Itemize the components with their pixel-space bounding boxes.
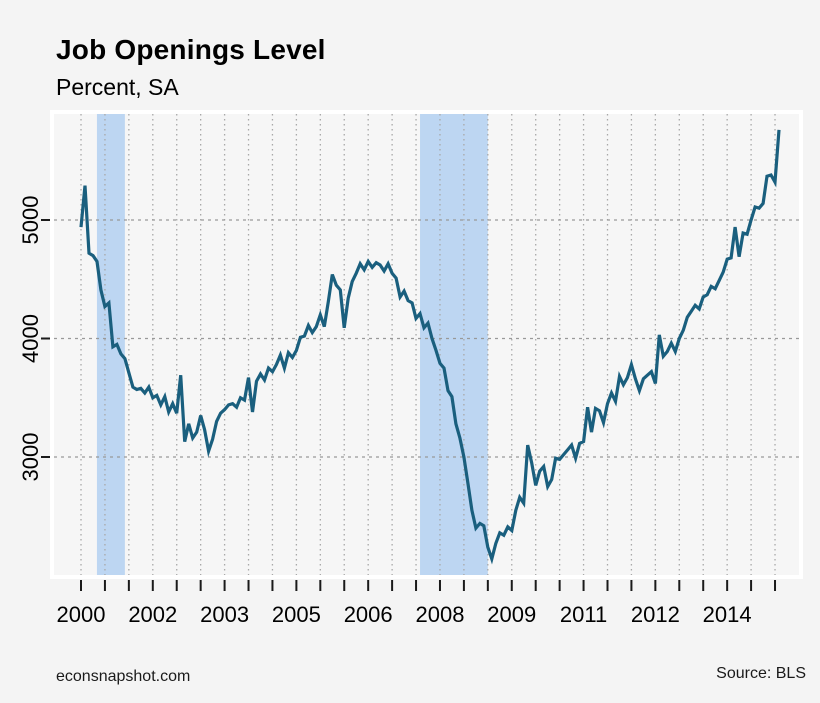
x-axis-labels: 2000 2002 2003 2005 2006 2008 2009 2011 2012 2014 [57, 602, 752, 627]
x-axis-tick-label: 2003 [200, 602, 249, 627]
recession-bands [96, 114, 488, 575]
horizontal-gridlines [54, 219, 799, 458]
x-axis-tick-label: 2014 [703, 602, 752, 627]
chart-subtitle: Percent, SA [56, 74, 179, 100]
data-line [79, 129, 781, 565]
x-axis-tick-label: 2006 [344, 602, 393, 627]
x-axis-tick-label: 2005 [272, 602, 321, 627]
y-axis-tick-label: 3000 [18, 433, 43, 482]
recession-band [420, 114, 488, 575]
x-axis-tick-label: 2009 [487, 602, 536, 627]
x-axis-tick-label: 2000 [57, 602, 106, 627]
vertical-gridlines [80, 114, 776, 575]
x-axis-tick-label: 2002 [128, 602, 177, 627]
chart-title: Job Openings Level [56, 34, 326, 65]
y-axis-ticks [41, 219, 50, 458]
y-axis-labels: 3000 4000 5000 [18, 196, 43, 482]
x-axis-tick-label: 2008 [415, 602, 464, 627]
website-credit: econsnapshot.com [56, 668, 191, 685]
x-axis-tick-label: 2011 [560, 602, 607, 627]
source-credit: Source: BLS [716, 665, 806, 682]
recession-band [96, 114, 125, 575]
x-axis-tick-label: 2012 [631, 602, 680, 627]
y-axis-tick-label: 5000 [18, 196, 43, 245]
x-axis-ticks [80, 580, 777, 591]
y-axis-tick-label: 4000 [18, 314, 43, 363]
